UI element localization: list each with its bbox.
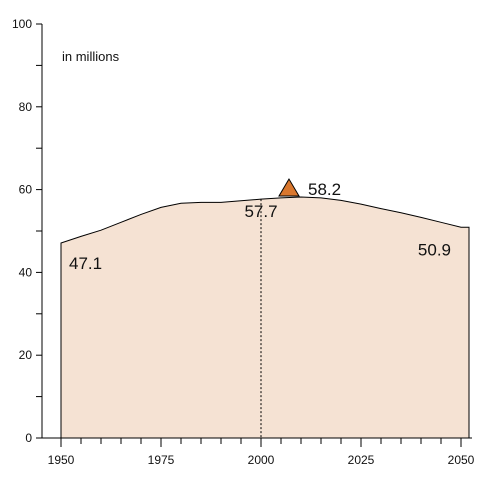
x-tick-label: 1975 (148, 453, 175, 467)
x-tick-label: 2000 (248, 453, 275, 467)
y-tick-label: 60 (19, 183, 33, 197)
y-tick-label: 40 (19, 265, 33, 279)
x-tick-label: 1950 (48, 453, 75, 467)
unit-label: in millions (62, 49, 120, 64)
y-tick-label: 100 (12, 17, 32, 31)
x-tick-label: 2050 (448, 453, 475, 467)
y-axis-ticks: 0 20 40 60 80 100 (12, 17, 42, 445)
data-label: 50.9 (418, 240, 451, 259)
data-label: 57.7 (244, 202, 277, 221)
x-tick-label: 2025 (348, 453, 375, 467)
y-tick-label: 20 (19, 348, 33, 362)
y-tick-label: 80 (19, 100, 33, 114)
peak-marker-triangle (278, 178, 300, 197)
x-axis-ticks: 1950 1975 2000 2025 2050 (48, 438, 475, 467)
data-label: 58.2 (308, 180, 341, 199)
data-label: 47.1 (69, 254, 102, 273)
population-area (60, 196, 470, 439)
y-tick-label: 0 (25, 431, 32, 445)
data-annotations: 47.1 57.7 58.2 50.9 (69, 178, 451, 273)
